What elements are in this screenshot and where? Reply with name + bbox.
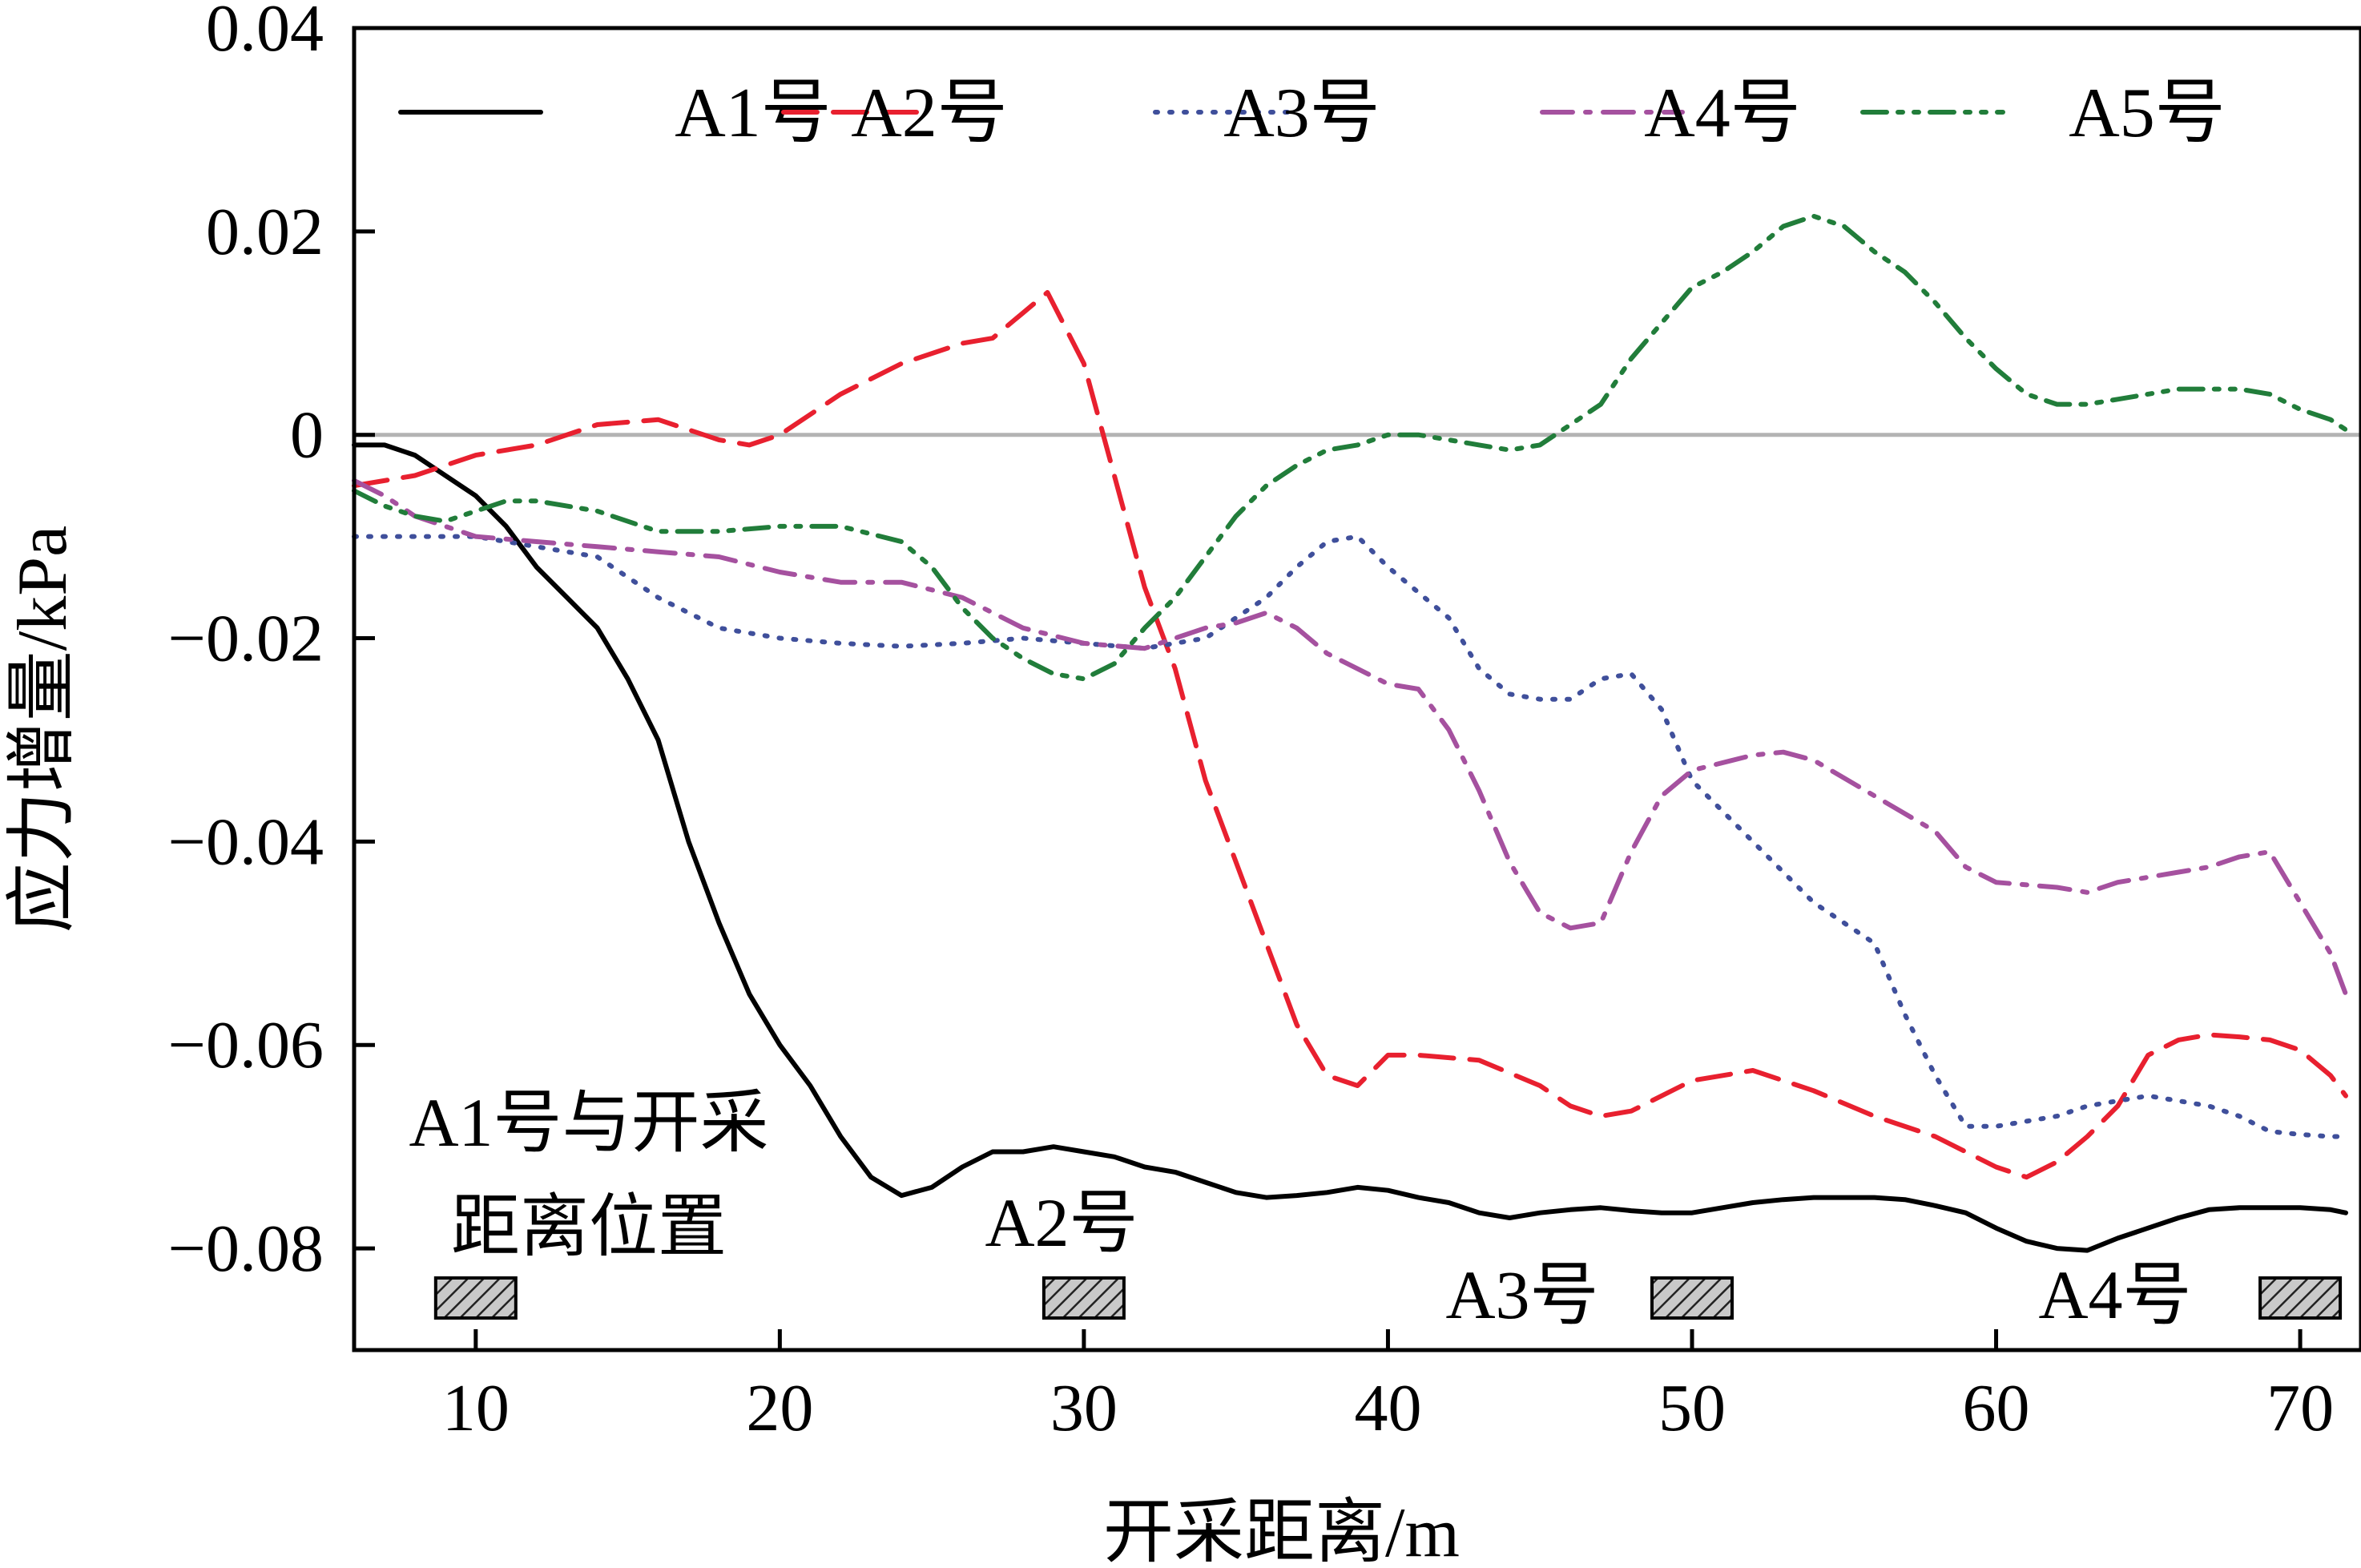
y-tick-label: 0.04 [206, 0, 324, 66]
legend-label-a5: A5号 [2069, 75, 2226, 152]
y-tick-label: 0.02 [206, 195, 324, 269]
legend-label-a4: A4号 [1644, 75, 1801, 152]
annotation-line-2: 距离位置 [451, 1188, 727, 1265]
plot-frame [352, 26, 2361, 1352]
series-line-a1 [352, 442, 2348, 1253]
y-tick-label: 0 [290, 398, 324, 473]
series-line-a2 [352, 290, 2348, 1180]
annotation-line-1: A1号与开采 [409, 1084, 768, 1161]
x-tick-label: 50 [1658, 1371, 1726, 1445]
x-tick-label: 40 [1354, 1371, 1421, 1445]
x-tick-label: 10 [442, 1371, 510, 1445]
marker-label-a4: A4号 [2038, 1256, 2191, 1333]
axes: 10 20 30 40 50 60 70 0.04 0.02 0 −0.02 −0.04 −0.06 −0… [4, 0, 2334, 1568]
x-tick-label: 30 [1050, 1371, 1118, 1445]
legend-label-a3: A3号 [1223, 75, 1380, 152]
legend-label-a2: A2号 [851, 75, 1008, 152]
plot-background [354, 28, 2361, 1350]
y-tick-label: −0.06 [168, 1008, 324, 1082]
x-tick-label: 20 [746, 1371, 813, 1445]
y-tick-label: −0.04 [168, 804, 324, 879]
y-tick-label: −0.02 [168, 602, 324, 676]
y-tick-label: −0.08 [168, 1211, 324, 1286]
series-line-a3 [352, 534, 2348, 1139]
marker-label-a3: A3号 [1445, 1256, 1598, 1333]
marker-box-2 [1041, 1276, 1126, 1320]
marker-box-4 [2258, 1276, 2343, 1320]
series-line-a4 [352, 478, 2348, 997]
marker-box-3 [1650, 1276, 1734, 1320]
x-axis-title: 开采距离/m [1103, 1494, 1460, 1568]
series-line-a5 [352, 213, 2348, 682]
marker-label-a2: A2号 [985, 1184, 1138, 1261]
y-axis-title: 应力增量/kPa [4, 526, 82, 933]
x-tick-label: 70 [2266, 1371, 2334, 1445]
legend: A1号 A2号 A3号 A4号 A5号 [398, 75, 2226, 152]
series-layer [352, 213, 2348, 1253]
marker-box-1 [433, 1276, 518, 1320]
coal-face-markers: A2号 A3号 A4号 [433, 1184, 2343, 1333]
x-tick-label: 60 [1963, 1371, 2030, 1445]
